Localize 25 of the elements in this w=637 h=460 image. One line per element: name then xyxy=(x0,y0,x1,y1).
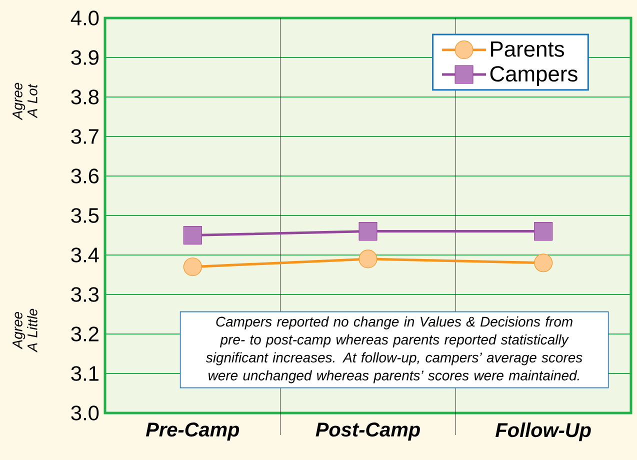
y-tick-label: 3.4 xyxy=(71,248,99,262)
text: Agree A Lot xyxy=(12,82,38,120)
point xyxy=(183,226,202,245)
legend-label: Parents xyxy=(491,42,564,57)
x-tick-label: Pre-Camp xyxy=(146,422,240,441)
point xyxy=(358,222,378,241)
y-tick-label: 3.8 xyxy=(71,90,99,104)
legend-label: Campers xyxy=(490,66,578,86)
y-tick-label: 3.3 xyxy=(71,287,99,302)
point xyxy=(534,254,553,272)
text: Agree A Little xyxy=(12,308,38,352)
y-tick-label: 3.6 xyxy=(71,168,99,184)
point xyxy=(358,250,378,268)
point xyxy=(183,258,202,276)
y-tick-label: 3.2 xyxy=(71,326,98,342)
y-tick-label: 3.7 xyxy=(71,129,98,144)
x-tick-label: Follow-Up xyxy=(496,422,591,442)
y-tick-label: 3.1 xyxy=(71,366,98,381)
y-tick-label: 3.5 xyxy=(71,208,99,223)
annotation: Campers reported no change in Values & Decisions from pre- to post-camp whereas parents reported statistically significant increases. At follow-up, campers’ average scores were unchanged whereas parents’ scores were maintained. xyxy=(206,316,582,384)
y-tick-label: 3.9 xyxy=(71,50,98,65)
x-tick-label: Post-Camp xyxy=(316,422,420,441)
point xyxy=(534,222,553,241)
y-tick-label: 4.0 xyxy=(70,10,99,26)
y-tick-label: 3.0 xyxy=(71,406,99,420)
